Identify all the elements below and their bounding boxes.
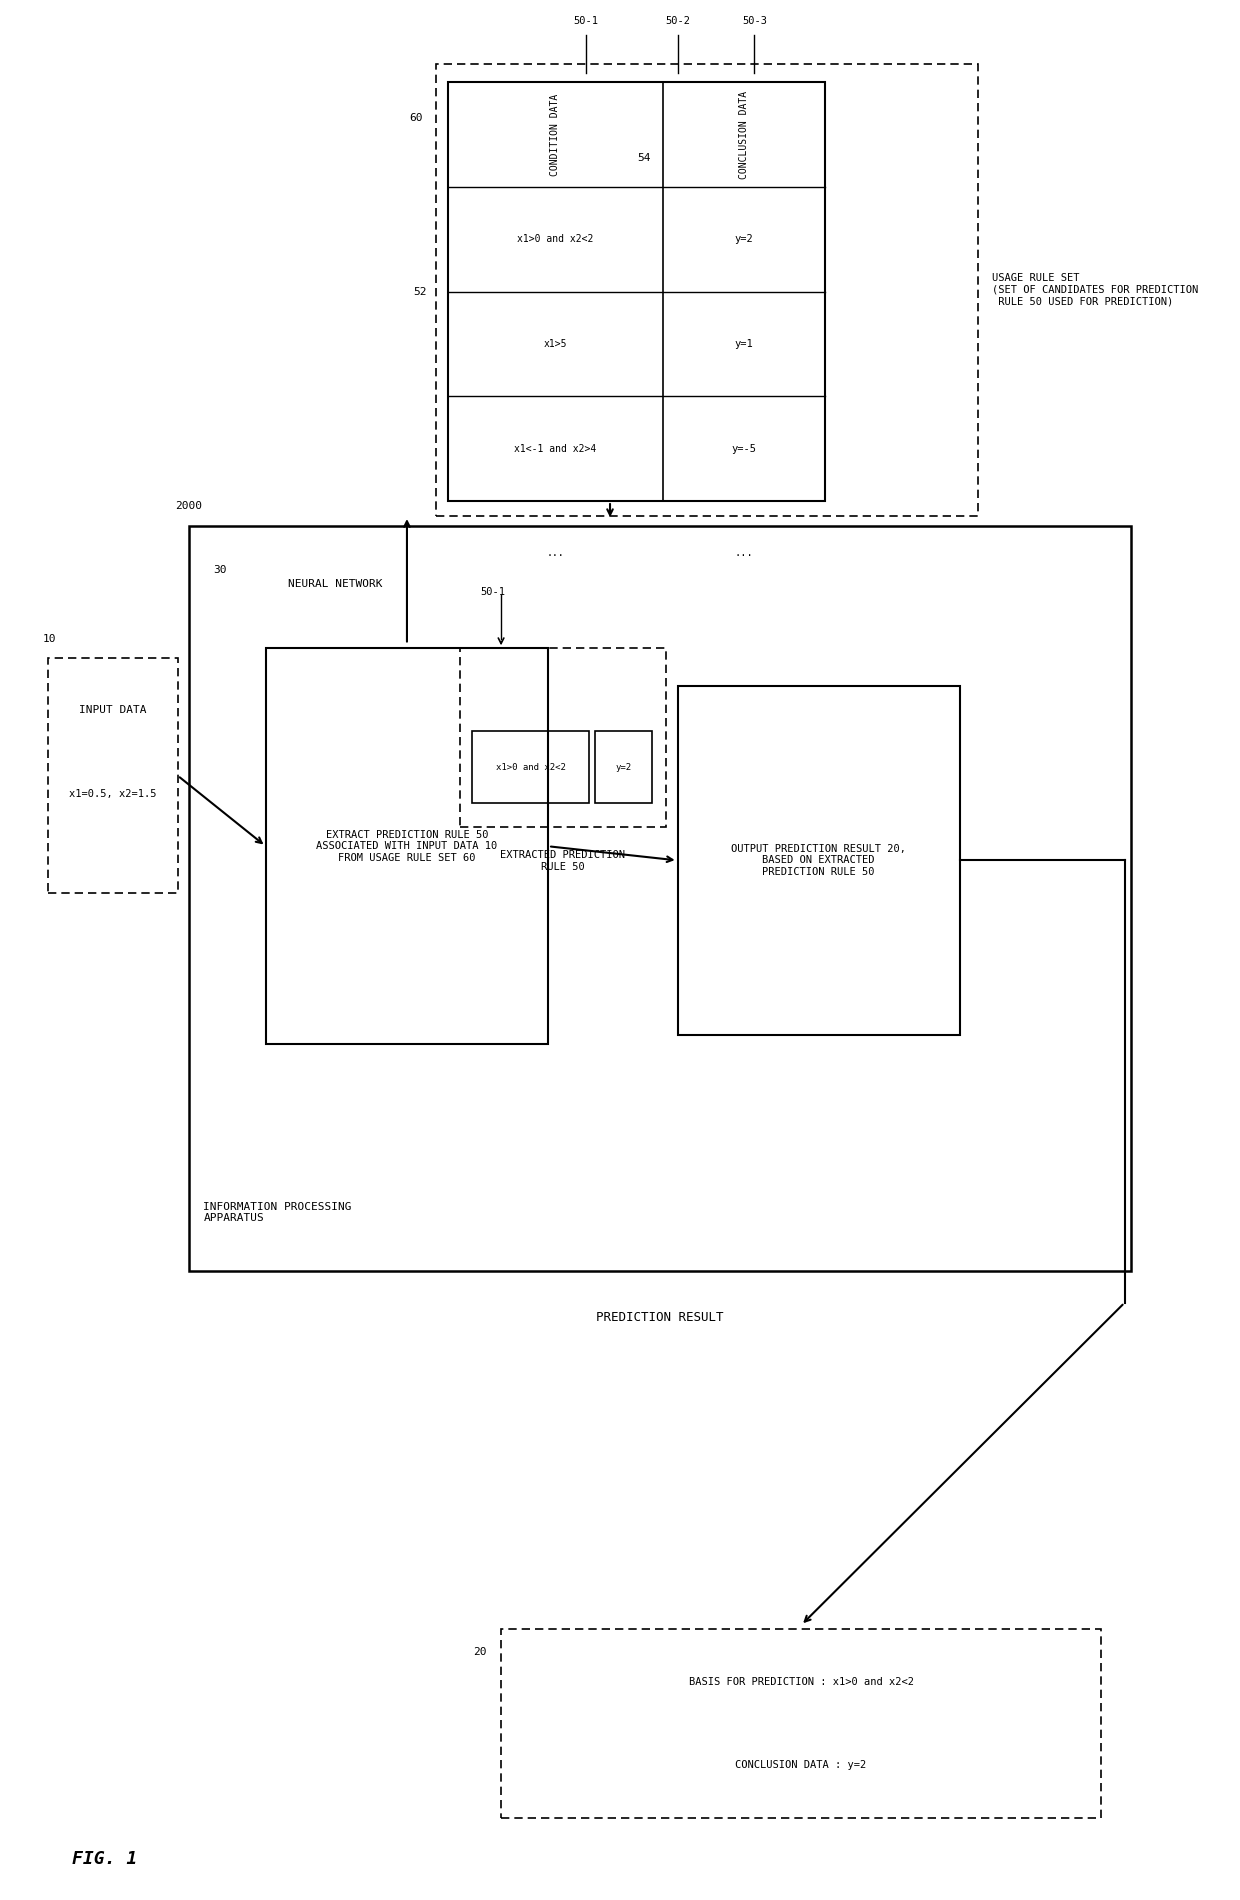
- Text: x1>0 and x2<2: x1>0 and x2<2: [496, 762, 565, 771]
- Text: x1=0.5, x2=1.5: x1=0.5, x2=1.5: [69, 788, 156, 800]
- Text: 2000: 2000: [175, 500, 202, 511]
- Text: 52: 52: [413, 287, 427, 296]
- Text: 30: 30: [213, 566, 227, 576]
- Text: y=2: y=2: [615, 762, 631, 771]
- Text: 50-3: 50-3: [742, 15, 766, 27]
- Text: 50-1: 50-1: [574, 15, 599, 27]
- Text: 60: 60: [409, 112, 423, 124]
- Text: INPUT DATA: INPUT DATA: [79, 705, 146, 714]
- Text: x1<-1 and x2>4: x1<-1 and x2>4: [515, 445, 596, 454]
- Text: BASIS FOR PREDICTION : x1>0 and x2<2: BASIS FOR PREDICTION : x1>0 and x2<2: [688, 1678, 914, 1687]
- Text: 50-1: 50-1: [480, 587, 506, 597]
- Text: EXTRACT PREDICTION RULE 50
ASSOCIATED WITH INPUT DATA 10
FROM USAGE RULE SET 60: EXTRACT PREDICTION RULE 50 ASSOCIATED WI…: [316, 830, 497, 863]
- Text: INFORMATION PROCESSING
APPARATUS: INFORMATION PROCESSING APPARATUS: [203, 1203, 352, 1224]
- Text: CONCLUSION DATA: CONCLUSION DATA: [739, 91, 749, 179]
- Text: CONDITION DATA: CONDITION DATA: [551, 93, 560, 177]
- Text: OUTPUT PREDICTION RESULT 20,
BASED ON EXTRACTED
PREDICTION RULE 50: OUTPUT PREDICTION RESULT 20, BASED ON EX…: [732, 844, 906, 878]
- Text: ...: ...: [547, 549, 564, 559]
- Text: CONCLUSION DATA : y=2: CONCLUSION DATA : y=2: [735, 1759, 867, 1769]
- Text: 10: 10: [42, 635, 56, 644]
- Text: EXTRACTED PREDICTION
RULE 50: EXTRACTED PREDICTION RULE 50: [501, 849, 625, 872]
- Text: FIG. 1: FIG. 1: [72, 1851, 136, 1868]
- Text: x1>0 and x2<2: x1>0 and x2<2: [517, 234, 594, 245]
- Text: PREDICTION RESULT: PREDICTION RESULT: [596, 1311, 724, 1324]
- Text: 20: 20: [474, 1647, 487, 1657]
- Text: 54: 54: [637, 152, 651, 163]
- Text: y=2: y=2: [734, 234, 753, 245]
- Text: 50-2: 50-2: [666, 15, 691, 27]
- Text: x1>5: x1>5: [543, 338, 567, 350]
- Text: ...: ...: [734, 549, 753, 559]
- Text: y=-5: y=-5: [732, 445, 756, 454]
- Text: y=1: y=1: [734, 338, 753, 350]
- Text: NEURAL NETWORK: NEURAL NETWORK: [288, 580, 382, 589]
- Text: USAGE RULE SET
(SET OF CANDIDATES FOR PREDICTION
 RULE 50 USED FOR PREDICTION): USAGE RULE SET (SET OF CANDIDATES FOR PR…: [992, 274, 1198, 306]
